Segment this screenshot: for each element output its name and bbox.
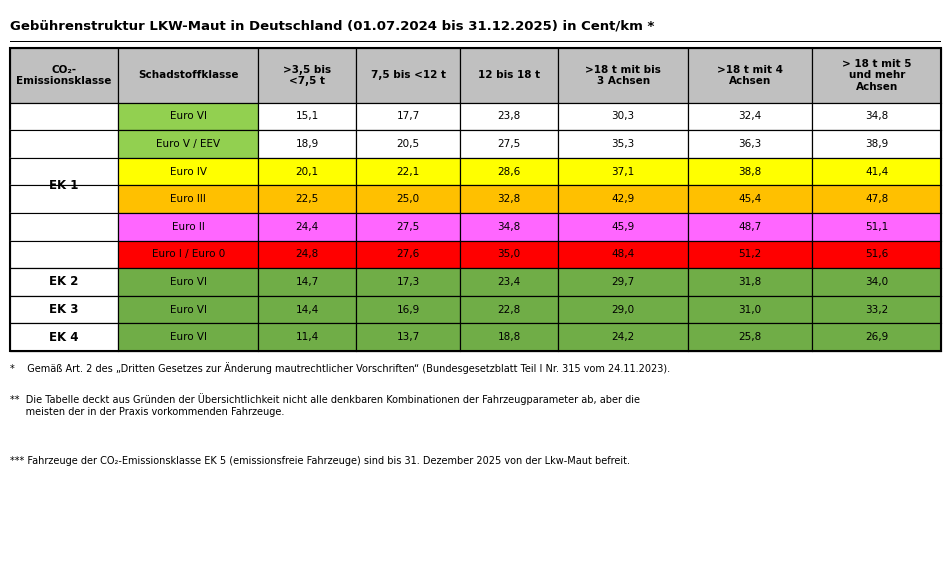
Text: 20,5: 20,5 — [397, 139, 419, 149]
Text: Gebührenstruktur LKW-Maut in Deutschland (01.07.2024 bis 31.12.2025) in Cent/km : Gebührenstruktur LKW-Maut in Deutschland… — [10, 20, 654, 33]
Text: EK 4: EK 4 — [49, 331, 79, 344]
Text: 23,8: 23,8 — [497, 112, 521, 122]
Text: 32,8: 32,8 — [497, 194, 521, 204]
Text: 11,4: 11,4 — [296, 332, 319, 342]
Text: 35,3: 35,3 — [611, 139, 634, 149]
Text: 14,7: 14,7 — [296, 277, 319, 287]
Text: 51,1: 51,1 — [865, 222, 888, 231]
Text: Euro VI: Euro VI — [169, 277, 206, 287]
Text: 12 bis 18 t: 12 bis 18 t — [478, 70, 540, 80]
Text: 18,8: 18,8 — [497, 332, 521, 342]
Text: 18,9: 18,9 — [296, 139, 319, 149]
Text: 45,4: 45,4 — [738, 194, 762, 204]
Text: 29,7: 29,7 — [611, 277, 634, 287]
Text: EK 2: EK 2 — [49, 276, 79, 289]
Text: 48,7: 48,7 — [738, 222, 762, 231]
Text: 36,3: 36,3 — [738, 139, 762, 149]
Text: EK 3: EK 3 — [49, 303, 79, 316]
Text: 38,8: 38,8 — [738, 166, 762, 177]
Text: 24,8: 24,8 — [296, 250, 319, 259]
Text: Euro VI: Euro VI — [169, 332, 206, 342]
Text: 22,8: 22,8 — [497, 305, 521, 315]
Text: Euro I / Euro 0: Euro I / Euro 0 — [151, 250, 224, 259]
Text: EK 1: EK 1 — [49, 179, 79, 192]
Text: *** Fahrzeuge der CO₂-Emissionsklasse EK 5 (emissionsfreie Fahrzeuge) sind bis 3: *** Fahrzeuge der CO₂-Emissionsklasse EK… — [10, 456, 630, 466]
Text: 13,7: 13,7 — [397, 332, 419, 342]
Text: Euro IV: Euro IV — [169, 166, 206, 177]
Text: Euro VI: Euro VI — [169, 305, 206, 315]
Text: >18 t mit bis
3 Achsen: >18 t mit bis 3 Achsen — [585, 65, 661, 86]
Text: 32,4: 32,4 — [738, 112, 762, 122]
Text: 33,2: 33,2 — [865, 305, 888, 315]
Text: 26,9: 26,9 — [865, 332, 888, 342]
Text: CO₂-
Emissionsklasse: CO₂- Emissionsklasse — [16, 65, 111, 86]
Text: 22,5: 22,5 — [296, 194, 319, 204]
Text: 14,4: 14,4 — [296, 305, 319, 315]
Text: 31,8: 31,8 — [738, 277, 762, 287]
Text: 25,8: 25,8 — [738, 332, 762, 342]
Text: *    Gemäß Art. 2 des „Dritten Gesetzes zur Änderung mautrechtlicher Vorschrifte: * Gemäß Art. 2 des „Dritten Gesetzes zur… — [10, 362, 670, 374]
Text: **  Die Tabelle deckt aus Gründen der Übersichtlichkeit nicht alle denkbaren Kom: ** Die Tabelle deckt aus Gründen der Übe… — [10, 393, 639, 417]
Text: 24,2: 24,2 — [611, 332, 634, 342]
Text: 22,1: 22,1 — [397, 166, 419, 177]
Text: >3,5 bis
<7,5 t: >3,5 bis <7,5 t — [283, 65, 331, 86]
Text: > 18 t mit 5
und mehr
Achsen: > 18 t mit 5 und mehr Achsen — [842, 59, 911, 92]
Text: 27,5: 27,5 — [397, 222, 419, 231]
Text: >18 t mit 4
Achsen: >18 t mit 4 Achsen — [717, 65, 783, 86]
Text: 27,6: 27,6 — [397, 250, 419, 259]
Text: 41,4: 41,4 — [865, 166, 888, 177]
Text: 29,0: 29,0 — [611, 305, 634, 315]
Text: 34,0: 34,0 — [865, 277, 888, 287]
Text: 17,3: 17,3 — [397, 277, 419, 287]
Text: 30,3: 30,3 — [611, 112, 634, 122]
Text: 37,1: 37,1 — [611, 166, 634, 177]
Text: 35,0: 35,0 — [497, 250, 521, 259]
Text: 42,9: 42,9 — [611, 194, 634, 204]
Text: 38,9: 38,9 — [865, 139, 888, 149]
Text: Schadstoffklasse: Schadstoffklasse — [138, 70, 239, 80]
Text: 51,6: 51,6 — [865, 250, 888, 259]
Text: 28,6: 28,6 — [497, 166, 521, 177]
Text: 7,5 bis <12 t: 7,5 bis <12 t — [371, 70, 446, 80]
Text: Euro VI: Euro VI — [169, 112, 206, 122]
Text: 48,4: 48,4 — [611, 250, 634, 259]
Text: 25,0: 25,0 — [397, 194, 419, 204]
Text: 47,8: 47,8 — [865, 194, 888, 204]
Text: 27,5: 27,5 — [497, 139, 521, 149]
Text: Euro II: Euro II — [172, 222, 204, 231]
Text: 16,9: 16,9 — [397, 305, 419, 315]
Text: 34,8: 34,8 — [497, 222, 521, 231]
Text: Euro III: Euro III — [170, 194, 206, 204]
Text: 51,2: 51,2 — [738, 250, 762, 259]
Text: Euro V / EEV: Euro V / EEV — [156, 139, 221, 149]
Text: 45,9: 45,9 — [611, 222, 634, 231]
Text: 20,1: 20,1 — [296, 166, 319, 177]
Text: 23,4: 23,4 — [497, 277, 521, 287]
Text: 24,4: 24,4 — [296, 222, 319, 231]
Text: 15,1: 15,1 — [296, 112, 319, 122]
Text: 31,0: 31,0 — [738, 305, 762, 315]
Text: 34,8: 34,8 — [865, 112, 888, 122]
Text: 17,7: 17,7 — [397, 112, 419, 122]
